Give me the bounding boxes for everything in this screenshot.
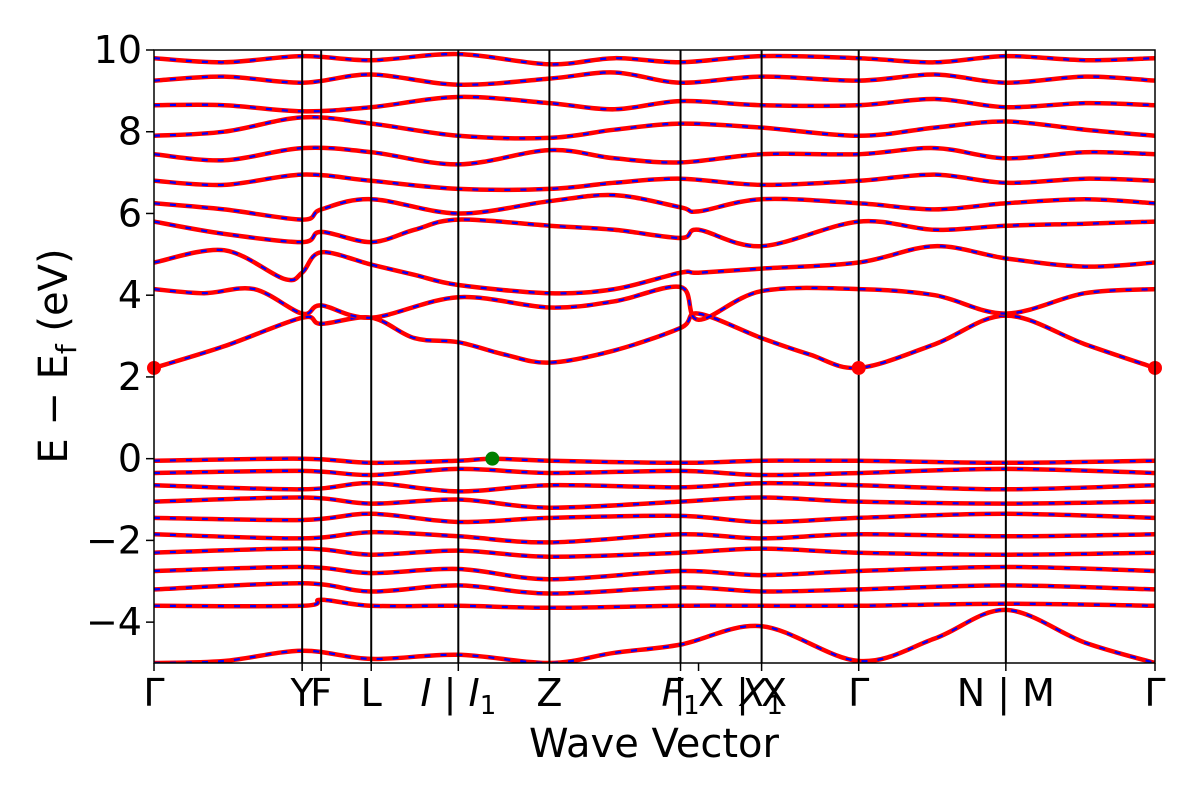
- x-tick-label-11: Γ: [848, 671, 869, 715]
- x-tick-label-sub-9: 1: [766, 691, 783, 721]
- x-tick-label-main-3: F: [310, 671, 332, 715]
- y-tick-label-6: 6: [118, 191, 142, 235]
- y-ticks-group: −4 −2 0 2 4 6 8 10: [86, 28, 154, 644]
- x-tick-label-main-8: | X: [673, 671, 724, 716]
- y-axis-title-main: E − E: [31, 354, 77, 464]
- valence-band-5-spin-down: [154, 512, 1155, 524]
- conduction-band-6-spin-up: [154, 172, 1155, 193]
- x-tick-label-4: L: [361, 671, 382, 715]
- x-tick-label-2: Y: [290, 671, 315, 715]
- valence-band-4-spin-down: [154, 496, 1155, 509]
- x-tick-label-8: | X: [673, 671, 724, 716]
- x-tick-label-main-7: F: [661, 671, 684, 715]
- vbm-point-1: [485, 451, 500, 466]
- conduction-band-11-spin-down: [154, 52, 1155, 66]
- conduction-band-9-spin-up: [154, 94, 1155, 114]
- x-tick-label-3: F: [310, 671, 332, 715]
- x-tick-label-9: X1: [738, 671, 783, 721]
- x-tick-label-6: Z: [536, 671, 562, 715]
- conduction-band-9-spin-down: [154, 95, 1155, 113]
- x-tick-label-main-6: Z: [536, 671, 562, 715]
- x-tick-label-sub-7: 1: [683, 691, 700, 721]
- conduction-band-5-spin-up: [154, 192, 1155, 222]
- x-tick-label-12: N | M: [957, 671, 1055, 716]
- conduction-band-6-spin-down: [154, 173, 1155, 191]
- x-tick-label-sub-5: 1: [480, 691, 497, 721]
- y-tick-label-1: −4: [86, 600, 142, 644]
- y-axis-title: E − Ef (eV): [31, 248, 83, 463]
- x-tick-label-main-13: Γ: [1144, 671, 1165, 715]
- x-tick-label-7: F1: [661, 671, 699, 721]
- x-tick-label-13: Γ: [1144, 671, 1165, 715]
- conduction-band-10-spin-up: [154, 70, 1155, 88]
- conduction-band-2-spin-down: [154, 285, 1155, 321]
- valence-band-9-spin-down: [154, 582, 1155, 595]
- valence-band-8-spin-down: [154, 565, 1155, 581]
- x-axis-title: Wave Vector: [529, 721, 780, 767]
- x-tick-label-main-9: X: [738, 671, 767, 715]
- x-tick-label-main-4: L: [361, 671, 382, 715]
- cbm-point-2: [851, 360, 866, 375]
- valence-band-3-spin-down: [154, 482, 1155, 493]
- x-tick-label-main-11: Γ: [848, 671, 869, 715]
- band-edge-points-group: [147, 360, 1162, 466]
- y-tick-label-3: 0: [118, 437, 142, 481]
- conduction-band-5-spin-down: [154, 193, 1155, 221]
- conduction-band-4-spin-up: [154, 217, 1155, 249]
- y-tick-label-5: 4: [118, 273, 142, 317]
- y-tick-label-2: −2: [86, 518, 142, 562]
- x-tick-label-10: | X: [736, 671, 787, 716]
- kpoint-lines-group: [301, 50, 1007, 663]
- conduction-band-1-spin-up: [154, 311, 1155, 371]
- conduction-band-3-spin-down: [154, 245, 1155, 295]
- x-tick-label-main-10: | X: [736, 671, 787, 716]
- valence-band-2-spin-down: [154, 467, 1155, 477]
- x-tick-label-main-5: I | I: [420, 671, 479, 716]
- valence-band-10-spin-down: [154, 598, 1155, 609]
- x-tick-label-main-12: N | M: [957, 671, 1055, 716]
- conduction-band-7-spin-up: [154, 145, 1155, 167]
- valence-band-1-spin-down: [154, 457, 1155, 464]
- y-tick-label-8: 10: [94, 28, 142, 72]
- x-tick-label-main-1: Γ: [143, 671, 164, 715]
- y-tick-label-7: 8: [118, 110, 142, 154]
- band-lines-group: [154, 51, 1155, 663]
- x-tick-label-5: I | I1: [420, 671, 496, 721]
- conduction-band-7-spin-down: [154, 146, 1155, 166]
- x-tick-label-1: Γ: [143, 671, 164, 715]
- conduction-band-8-spin-up: [154, 114, 1155, 141]
- y-axis-title-unit: (eV): [31, 248, 77, 344]
- conduction-band-10-spin-down: [154, 71, 1155, 86]
- y-axis-title-sub: f: [50, 343, 83, 354]
- conduction-band-8-spin-down: [154, 116, 1155, 140]
- conduction-band-1-spin-down: [154, 312, 1155, 370]
- valence-band-7-spin-down: [154, 547, 1155, 558]
- plot-frame: [153, 49, 1156, 664]
- valence-band-11-spin-down: [154, 608, 1155, 663]
- valence-band-6-spin-down: [154, 531, 1155, 544]
- y-tick-label-4: 2: [118, 355, 142, 399]
- valence-band-11-spin-up: [154, 607, 1155, 663]
- x-tick-label-main-2: Y: [290, 671, 315, 715]
